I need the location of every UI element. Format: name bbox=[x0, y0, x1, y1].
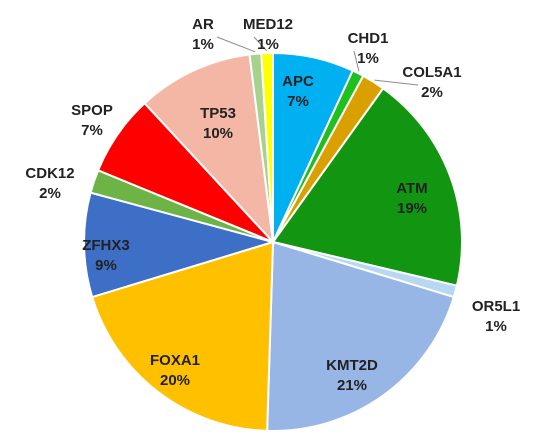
pie-slice-zfhx3 bbox=[83, 191, 277, 299]
pie-slice-med12 bbox=[260, 51, 274, 243]
slice-label-zfhx3: ZFHX3 bbox=[82, 237, 130, 254]
slice-label-tp53: TP53 bbox=[200, 105, 236, 122]
slice-label-apc: APC bbox=[282, 73, 314, 90]
slice-percent-kmt2d: 21% bbox=[337, 377, 367, 394]
pie-slice-tp53 bbox=[143, 53, 275, 245]
slice-percent-tp53: 10% bbox=[203, 125, 233, 142]
pie-slice-kmt2d bbox=[266, 240, 456, 432]
slice-percent-spop: 7% bbox=[81, 122, 103, 139]
slice-percent-zfhx3: 9% bbox=[95, 257, 117, 274]
slice-percent-col5a1: 2% bbox=[421, 84, 443, 101]
pie-slice-atm bbox=[271, 87, 463, 287]
leader-line-chd1 bbox=[353, 50, 360, 72]
slice-percent-foxa1: 20% bbox=[160, 372, 190, 389]
pie-slice-foxa1 bbox=[90, 240, 275, 432]
leader-lines bbox=[216, 36, 419, 86]
slice-percent-or5l1: 1% bbox=[485, 318, 507, 335]
slice-percent-ar: 1% bbox=[192, 36, 214, 53]
slice-label-atm: ATM bbox=[396, 180, 427, 197]
slice-percent-cdk12: 2% bbox=[39, 185, 61, 202]
slice-label-med12: MED12 bbox=[243, 16, 293, 33]
slice-label-kmt2d: KMT2D bbox=[326, 357, 378, 374]
slice-percent-atm: 19% bbox=[397, 200, 427, 217]
slice-label-ar: AR bbox=[192, 16, 214, 33]
slice-percent-apc: 7% bbox=[287, 93, 309, 110]
slice-label-or5l1: OR5L1 bbox=[472, 298, 520, 315]
slice-label-foxa1: FOXA1 bbox=[150, 352, 200, 369]
slice-label-chd1: CHD1 bbox=[348, 30, 389, 47]
slice-percent-med12: 1% bbox=[257, 36, 279, 53]
slice-label-cdk12: CDK12 bbox=[25, 165, 74, 182]
pie-slices bbox=[83, 51, 463, 432]
leader-line-col5a1 bbox=[374, 79, 419, 86]
leader-line-med12 bbox=[253, 36, 268, 52]
slice-labels: APC 7% CHD1 1% COL5A1 2% ATM 19% OR5L1 1% KMT2D 21%… bbox=[25, 16, 520, 394]
slice-label-col5a1: COL5A1 bbox=[402, 64, 461, 81]
slice-percent-chd1: 1% bbox=[357, 50, 379, 67]
leader-line-ar bbox=[216, 36, 256, 53]
slice-label-spop: SPOP bbox=[71, 102, 113, 119]
